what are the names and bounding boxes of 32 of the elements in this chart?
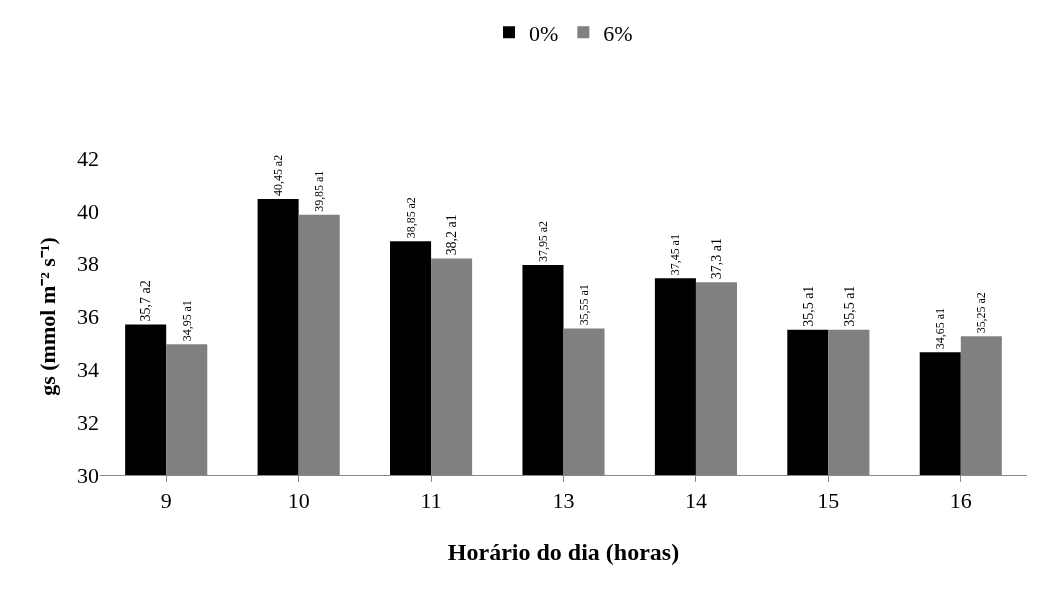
- x-tick-label: 11: [420, 488, 442, 514]
- data-label: 37,3 a1: [709, 238, 725, 280]
- x-tick-label: 10: [287, 488, 310, 514]
- data-label: 39,85 a1: [312, 170, 327, 212]
- x-tick-label: 16: [949, 488, 972, 514]
- legend-label: 6%: [603, 20, 633, 46]
- y-axis-title: gs (mmol m⁻² s⁻¹): [34, 237, 60, 396]
- data-label: 34,65 a1: [933, 308, 948, 350]
- y-tick-label: 30: [77, 462, 99, 488]
- data-label: 37,95 a2: [536, 220, 551, 262]
- data-label: 35,55 a1: [577, 284, 592, 326]
- legend-label: 0%: [529, 20, 559, 46]
- data-label: 34,95 a1: [179, 300, 194, 342]
- y-tick-label: 40: [77, 198, 99, 224]
- x-tick-label: 14: [684, 488, 707, 514]
- data-label: 40,45 a2: [271, 154, 286, 196]
- x-tick-label: 9: [160, 488, 172, 514]
- data-label: 35,5 a1: [800, 285, 816, 327]
- data-label: 38,85 a2: [403, 197, 418, 239]
- data-label: 35,5 a1: [841, 285, 857, 327]
- x-axis-title: Horário do dia (horas): [447, 538, 680, 565]
- y-tick-label: 34: [77, 357, 99, 383]
- data-label: 38,2 a1: [444, 214, 460, 256]
- y-tick-label: 42: [77, 145, 99, 171]
- x-tick-label: 13: [552, 488, 575, 514]
- data-label: 35,7 a2: [138, 280, 154, 322]
- y-tick-label: 36: [77, 304, 99, 330]
- data-label: 37,45 a1: [668, 234, 683, 276]
- y-tick-label: 38: [77, 251, 99, 277]
- data-label: 35,25 a2: [974, 292, 989, 334]
- y-tick-label: 32: [77, 409, 99, 435]
- x-tick-label: 15: [817, 488, 840, 514]
